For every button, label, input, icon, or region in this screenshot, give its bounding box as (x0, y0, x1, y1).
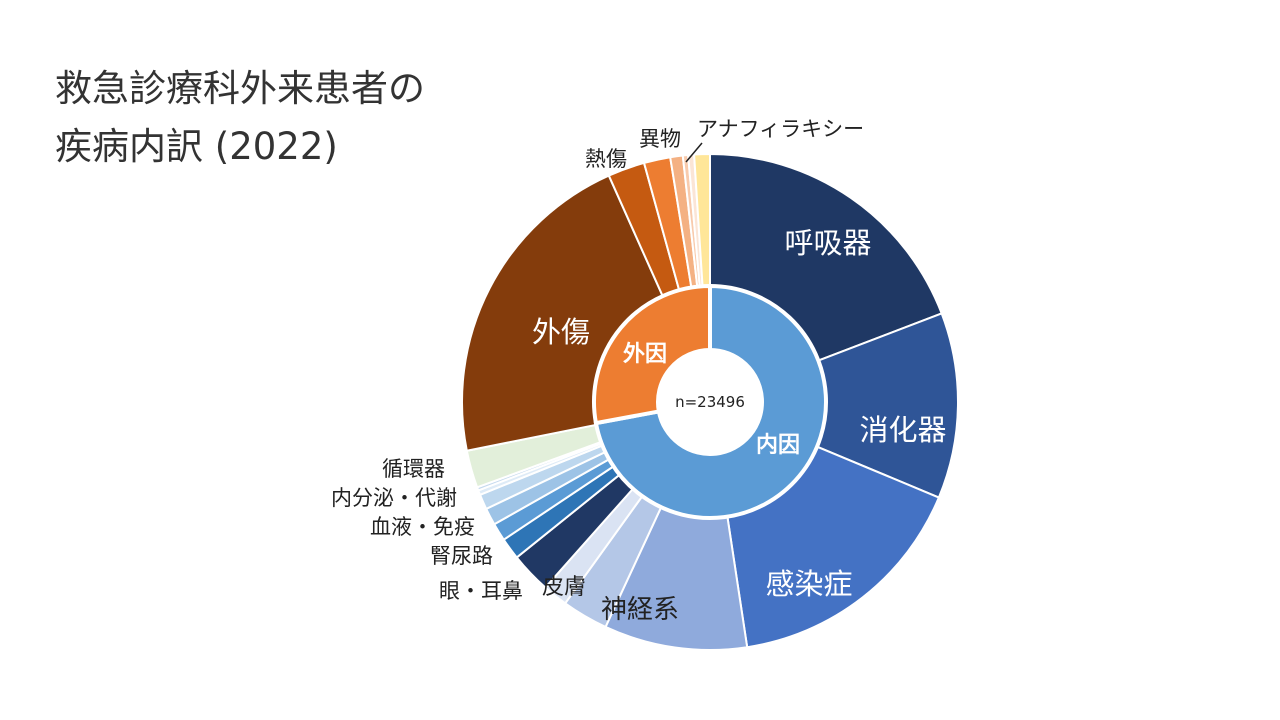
outer-label-3: 神経系 (601, 595, 679, 625)
inner-label-1: 外因 (623, 341, 667, 367)
chart-title: 救急診療科外来患者の 疾病内訳 (2022) (55, 60, 425, 176)
outer-label-9: 循環器 (382, 457, 445, 481)
chart-title-line2: 疾病内訳 (2022) (55, 125, 338, 168)
outer-label-8: 内分泌・代謝 (331, 486, 457, 510)
outer-label-5: 眼・耳鼻 (439, 579, 523, 603)
outer-label-2: 感染症 (765, 567, 852, 601)
outer-label-20: アナフィラキシー (697, 117, 864, 141)
outer-label-1: 消化器 (859, 413, 946, 447)
outer-label-0: 呼吸器 (784, 226, 871, 260)
center-label: n=23496 (675, 393, 745, 411)
center-hole (658, 350, 762, 454)
outer-label-15: 熱傷 (585, 147, 627, 171)
leader-line (685, 142, 703, 163)
outer-label-14: 外傷 (532, 315, 590, 349)
chart-title-line1: 救急診療科外来患者の (55, 67, 425, 110)
inner-label-0: 内因 (756, 433, 800, 458)
outer-label-7: 血液・免疫 (370, 515, 475, 539)
outer-label-16: 異物 (639, 127, 681, 151)
outer-label-6: 腎尿路 (430, 544, 493, 568)
outer-label-4: 皮膚 (542, 575, 586, 600)
